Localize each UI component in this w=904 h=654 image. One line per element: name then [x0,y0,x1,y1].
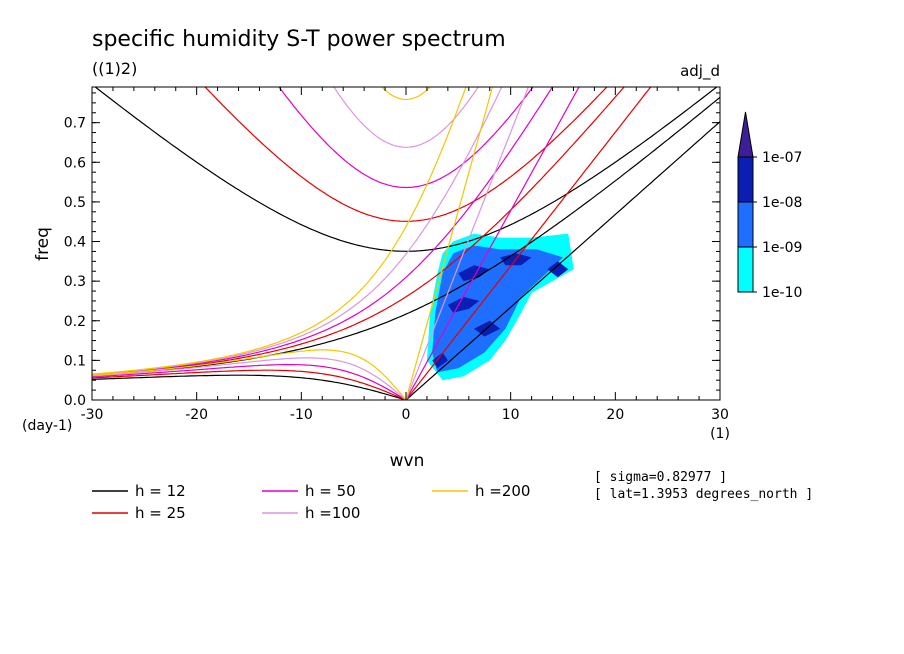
colorbar-extend-arrow [737,111,754,158]
x-tick-label: 0 [402,407,411,423]
curve-er1-h12 [92,374,407,400]
x-tick-label: -20 [185,407,208,423]
x-axis: -30 -20 -10 0 10 20 30 [81,87,729,423]
y-tick-label: 0.7 [64,116,86,132]
chart-subtitle: ((1)2) [92,59,137,78]
curve-mrg-h50 [92,87,554,376]
legend: h = 12 h = 25 h = 50 h =100 h =200 [92,482,530,522]
legend-entry: h = 50 [305,482,356,500]
x-unit-label: (1) [710,426,730,442]
x-axis-label: wvn [390,451,425,471]
legend-entry: h = 12 [135,482,186,500]
curve-mrg-h12 [92,96,720,377]
curve-mrg-h100 [92,87,503,375]
y-tick-label: 0.6 [64,155,86,171]
y-tick-label: 0.2 [64,314,86,330]
colorbar-label: 1e-10 [762,285,802,301]
colorbar-label: 1e-07 [762,150,802,166]
curve-ig1-h12 [94,87,718,252]
curve-kelvin-h200 [405,87,494,400]
curve-ig1-h50 [278,87,534,189]
y-tick-label: 0.1 [64,353,86,369]
curve-ig1-h200 [380,87,432,101]
y-tick-label: 0.4 [64,235,86,251]
x-tick-label: 30 [711,407,729,423]
y-unit-label: (day-1) [22,418,72,434]
colorbar-label: 1e-08 [762,195,802,211]
curve-kelvin-h25 [405,87,652,400]
top-right-label: adj_d [680,62,720,81]
spectral-region-1e-08 [458,265,490,282]
y-axis-label: freq [33,227,53,261]
curve-kelvin-h12 [405,121,720,400]
colorbar-box [737,246,754,293]
annotation-sigma: [ sigma=0.82977 ] [594,470,727,485]
chart-title: specific humidity S-T power spectrum [92,27,506,52]
legend-entry: h = 25 [135,504,186,522]
curve-mrg-h200 [92,87,467,375]
curve-er1-h100 [92,357,407,400]
x-tick-label: 10 [502,407,520,423]
x-tick-label: -10 [290,407,313,423]
colorbar-box [737,201,754,248]
legend-entry: h =100 [305,504,360,522]
curve-kelvin-h100 [405,87,529,400]
x-tick-label: 20 [606,407,624,423]
plot-frame [91,86,721,401]
spectral-region-1e-08 [432,352,448,369]
spectral-regions [426,233,574,381]
curve-ig1-h25 [204,87,608,222]
y-axis: 0.0 0.1 0.2 0.3 0.4 0.5 0.6 0.7 [64,92,720,409]
curve-ig1-h100 [333,87,479,148]
colorbar-label: 1e-09 [762,240,802,256]
colorbar: 1e-10 1e-09 1e-08 1e-07 [737,111,802,301]
colorbar-box [737,156,754,203]
x-tick-label: -30 [81,407,104,423]
spectral-region-1e-08 [547,261,569,278]
annotation-lat: [ lat=1.3953 degrees_north ] [594,487,813,502]
dispersion-curves [92,87,720,400]
curve-er1-h25 [92,369,407,400]
legend-entry: h =200 [475,482,530,500]
curve-kelvin-h50 [405,87,580,400]
y-tick-label: 0.0 [64,393,86,409]
curve-mrg-h25 [92,87,625,376]
curve-er1-h50 [92,364,407,400]
curve-er1-h200 [92,349,407,400]
y-tick-label: 0.3 [64,274,86,290]
y-tick-label: 0.5 [64,195,86,211]
